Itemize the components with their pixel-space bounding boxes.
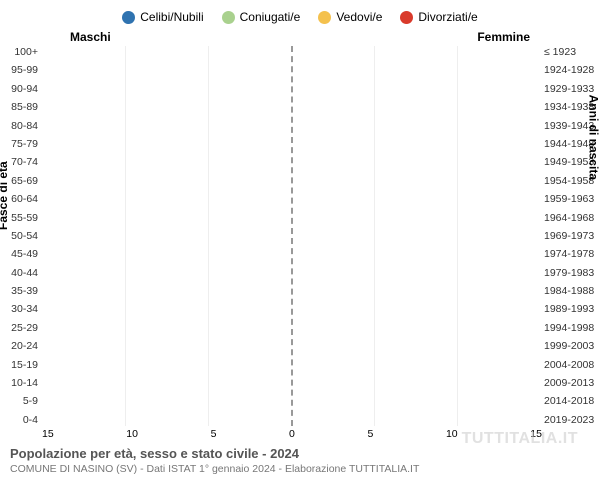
chart-container: Celibi/Nubili Coniugati/e Vedovi/e Divorzia… — [0, 0, 600, 500]
year-label: 1999-2003 — [544, 340, 596, 352]
grid-line — [125, 46, 126, 426]
x-tick: 5 — [368, 428, 374, 440]
x-tick: 15 — [42, 428, 54, 440]
legend-label: Divorziati/e — [418, 10, 477, 24]
age-label: 25-29 — [4, 322, 38, 334]
age-label: 85-89 — [4, 101, 38, 113]
year-label: 2009-2013 — [544, 377, 596, 389]
y-axis-right-label: Anni di nascita — [586, 95, 600, 180]
plot-area — [42, 46, 540, 426]
age-label: 20-24 — [4, 340, 38, 352]
age-label: 45-49 — [4, 248, 38, 260]
year-label: 1924-1928 — [544, 64, 596, 76]
legend-label: Vedovi/e — [336, 10, 382, 24]
year-label: 1974-1978 — [544, 248, 596, 260]
age-label: 0-4 — [4, 414, 38, 426]
y-axis-left: 100+95-9990-9485-8980-8475-7970-7465-696… — [4, 46, 42, 426]
legend-item: Celibi/Nubili — [122, 10, 203, 24]
chart-area: Fasce di età 100+ 95-99 90-94 85-89 80-84 75-… — [0, 46, 600, 426]
year-label: 1964-1968 — [544, 212, 596, 224]
age-label: 90-94 — [4, 83, 38, 95]
x-tick: 10 — [126, 428, 138, 440]
legend-swatch — [318, 11, 331, 24]
age-label: 5-9 — [4, 395, 38, 407]
legend-item: Coniugati/e — [222, 10, 301, 24]
x-tick: 15 — [530, 428, 542, 440]
age-label: 40-44 — [4, 267, 38, 279]
age-label: 15-19 — [4, 359, 38, 371]
legend-swatch — [122, 11, 135, 24]
age-label: 80-84 — [4, 120, 38, 132]
age-label: 35-39 — [4, 285, 38, 297]
legend: Celibi/Nubili Coniugati/e Vedovi/e Divorzia… — [0, 10, 600, 24]
year-label: 2014-2018 — [544, 395, 596, 407]
legend-label: Coniugati/e — [240, 10, 301, 24]
year-label: 1969-1973 — [544, 230, 596, 242]
grid-line — [208, 46, 209, 426]
year-label: 1979-1983 — [544, 267, 596, 279]
chart-title: Popolazione per età, sesso e stato civil… — [10, 446, 600, 461]
gender-headers: Maschi Femmine — [0, 30, 600, 44]
age-label: 10-14 — [4, 377, 38, 389]
center-line — [291, 46, 293, 426]
x-tick: 10 — [446, 428, 458, 440]
x-tick: 0 — [289, 428, 295, 440]
year-label: 1994-1998 — [544, 322, 596, 334]
year-label: ≤ 1923 — [544, 46, 596, 58]
y-axis-left-label: Fasce di età — [0, 161, 10, 230]
grid-line — [374, 46, 375, 426]
legend-label: Celibi/Nubili — [140, 10, 203, 24]
year-label: 2019-2023 — [544, 414, 596, 426]
header-female: Femmine — [477, 30, 530, 44]
year-label: 2004-2008 — [544, 359, 596, 371]
chart-subtitle: COMUNE DI NASINO (SV) - Dati ISTAT 1° ge… — [10, 463, 600, 475]
legend-item: Divorziati/e — [400, 10, 477, 24]
header-male: Maschi — [70, 30, 111, 44]
year-label: 1989-1993 — [544, 303, 596, 315]
year-label: 1984-1988 — [544, 285, 596, 297]
legend-swatch — [222, 11, 235, 24]
x-axis: 15 10 5 0 5 10 15 — [42, 428, 542, 440]
age-label: 30-34 — [4, 303, 38, 315]
age-label: 50-54 — [4, 230, 38, 242]
age-label: 100+ — [4, 46, 38, 58]
grid-line — [457, 46, 458, 426]
year-label: 1929-1933 — [544, 83, 596, 95]
legend-swatch — [400, 11, 413, 24]
legend-item: Vedovi/e — [318, 10, 382, 24]
age-label: 95-99 — [4, 64, 38, 76]
age-label: 75-79 — [4, 138, 38, 150]
x-tick: 5 — [211, 428, 217, 440]
year-label: 1959-1963 — [544, 193, 596, 205]
